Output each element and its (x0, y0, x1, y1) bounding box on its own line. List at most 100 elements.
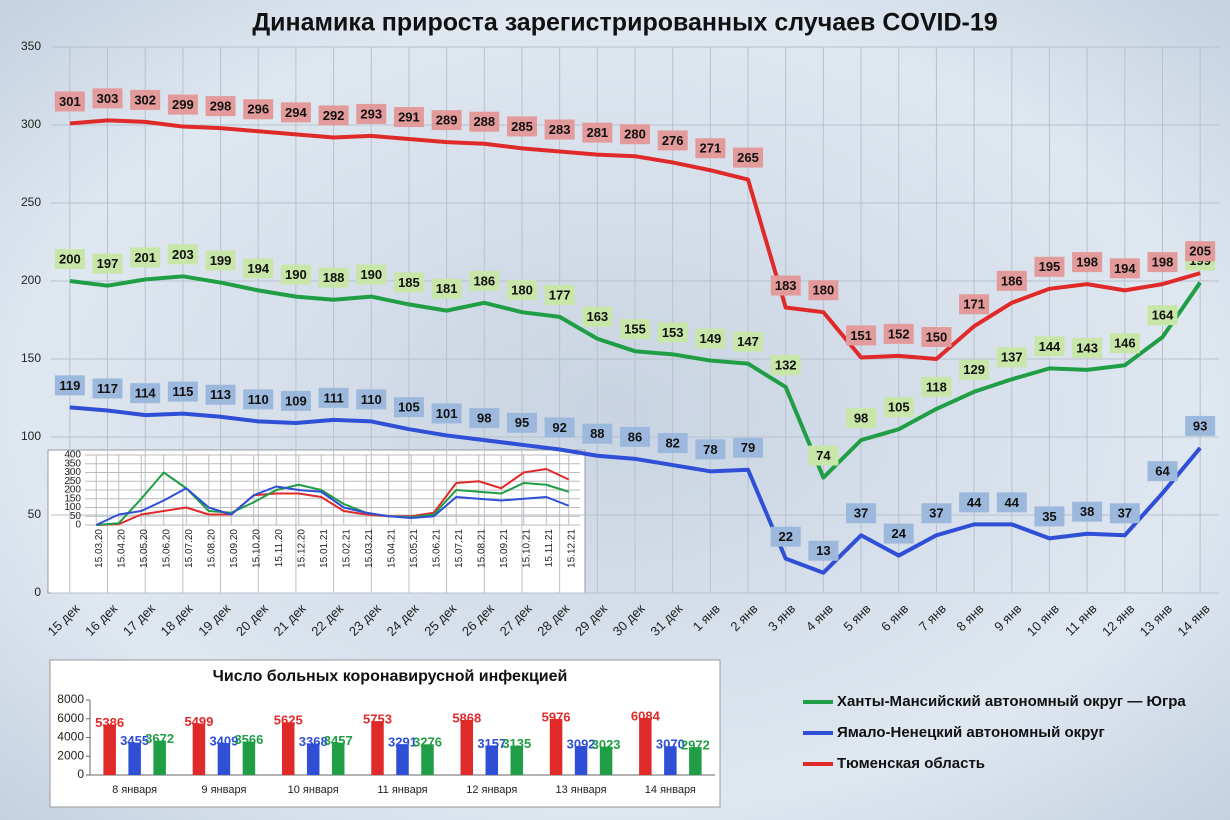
bar (689, 747, 702, 775)
data-label: 105 (398, 400, 420, 415)
data-label-box (1034, 506, 1065, 527)
bar (128, 742, 141, 775)
x-tick-label: 10 января (288, 784, 339, 796)
x-tick-label: 15.10.21 (521, 529, 532, 568)
bar (549, 718, 563, 775)
data-label: 265 (737, 150, 759, 165)
x-tick-label: 15.05.21 (409, 529, 420, 568)
data-label: 118 (926, 379, 947, 394)
data-label: 37 (929, 506, 943, 521)
data-label: 5386 (95, 715, 124, 730)
data-label-box (167, 244, 198, 265)
data-label-box (544, 417, 575, 438)
data-label: 101 (436, 406, 458, 421)
data-label-box (1185, 241, 1216, 262)
data-label-box (205, 96, 236, 117)
data-label-box (620, 124, 650, 145)
y-tick-label: 50 (28, 507, 42, 521)
bar-title: Число больных коронавирусной инфекцией (213, 668, 568, 685)
x-tick-label: 15.05.20 (139, 529, 150, 568)
data-label: 163 (586, 309, 608, 324)
data-label: 186 (473, 273, 495, 288)
x-tick-label: 15.04.21 (386, 529, 397, 568)
x-tick-label: 13 января (556, 784, 607, 796)
data-label-box (1109, 258, 1140, 279)
data-label-box (657, 322, 688, 343)
data-label-box (959, 294, 990, 315)
data-label: 3276 (413, 735, 442, 750)
data-label: 3092 (567, 736, 596, 751)
bar (599, 746, 613, 775)
y-tick-label: 350 (21, 39, 41, 53)
bar (242, 741, 256, 775)
data-label: 288 (473, 114, 495, 129)
data-label: 35 (1042, 509, 1056, 524)
data-label-box (770, 355, 801, 376)
data-label-box (393, 272, 424, 293)
data-label: 3023 (592, 737, 621, 752)
bar (421, 744, 434, 775)
data-label: 301 (59, 94, 81, 109)
data-label-box (92, 378, 123, 399)
data-label: 79 (741, 440, 755, 455)
data-label-box (54, 249, 85, 269)
y-tick-label: 250 (64, 476, 81, 487)
data-label-box (921, 327, 952, 347)
data-label: 292 (323, 108, 345, 123)
data-label: 200 (59, 251, 81, 266)
y-tick-label: 100 (21, 429, 41, 443)
data-label-box (1147, 252, 1178, 273)
data-label-box (130, 89, 161, 110)
y-tick-label: 150 (64, 493, 81, 504)
data-label: 303 (97, 91, 119, 106)
data-label: 149 (700, 331, 722, 346)
data-label: 3368 (299, 734, 328, 749)
y-tick-label: 200 (21, 273, 41, 287)
data-label: 93 (1193, 418, 1207, 433)
data-label-box (883, 523, 914, 544)
data-label-box (846, 503, 877, 524)
data-label-box (1109, 333, 1140, 354)
bar (510, 745, 524, 775)
x-tick-label: 12 января (466, 784, 517, 796)
data-label-box (167, 381, 198, 402)
data-label: 95 (515, 415, 529, 430)
data-label: 64 (1155, 464, 1170, 479)
data-label: 13 (816, 543, 830, 558)
data-label-box (996, 347, 1027, 368)
data-label-box (243, 389, 274, 410)
data-label-box (996, 270, 1027, 291)
bar (331, 742, 345, 775)
x-tick-label: 15.08.20 (206, 529, 217, 568)
data-label: 198 (1152, 255, 1174, 270)
bar (281, 722, 295, 775)
data-label-box (695, 328, 726, 349)
data-label: 119 (59, 378, 80, 393)
data-label: 2972 (681, 738, 710, 753)
legend-label: Ханты-Мансийский автономный округ — Югра (837, 693, 1186, 710)
data-label: 190 (285, 267, 307, 282)
data-label: 283 (549, 122, 571, 137)
bar (153, 740, 166, 775)
x-tick-label: 15.08.21 (476, 529, 487, 568)
x-tick-label: 15.06.21 (431, 529, 442, 568)
data-label-box (506, 116, 537, 137)
bar (639, 717, 652, 775)
x-tick-label: 15.11.21 (544, 529, 555, 568)
data-label-box (469, 270, 500, 291)
data-label: 177 (549, 287, 571, 302)
bar (306, 743, 320, 775)
data-label-box (770, 275, 801, 296)
data-label-box (1185, 415, 1216, 436)
data-label-box (695, 138, 726, 159)
data-label: 3457 (324, 733, 353, 748)
data-label-box (205, 384, 236, 405)
data-label: 185 (398, 275, 420, 290)
y-tick-label: 300 (21, 117, 41, 131)
data-label: 5625 (274, 713, 303, 728)
data-label: 3672 (145, 731, 174, 746)
data-label: 276 (662, 133, 684, 148)
data-label: 109 (285, 393, 307, 408)
series-line (69, 274, 1202, 480)
data-label: 114 (135, 386, 157, 401)
